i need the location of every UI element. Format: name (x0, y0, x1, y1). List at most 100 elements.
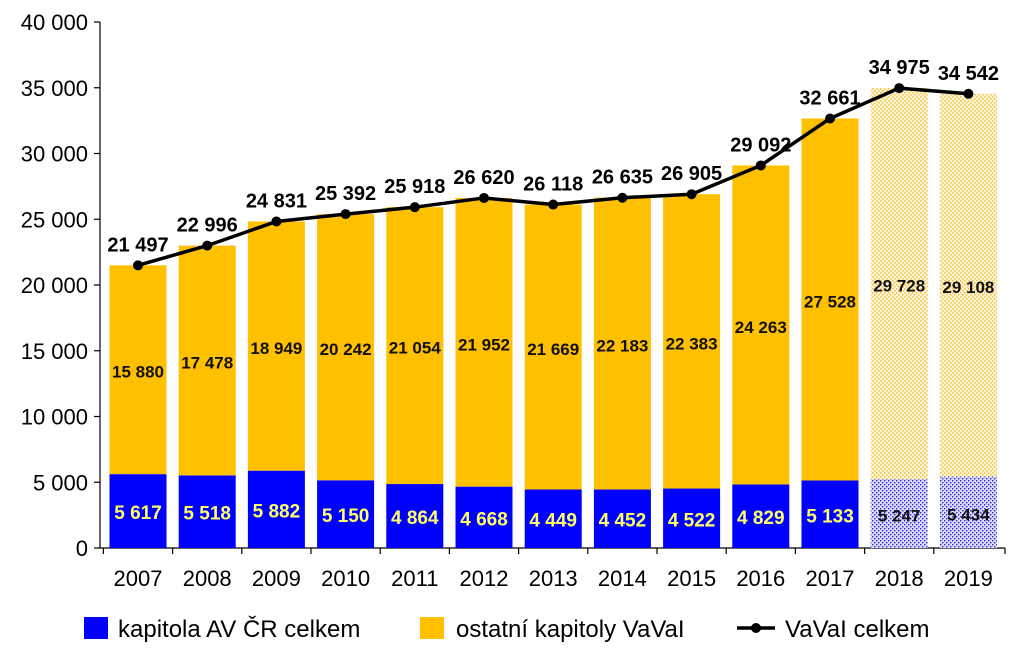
x-tick-label: 2013 (529, 566, 578, 591)
y-tick-label: 5 000 (33, 470, 88, 495)
bar-kapitola-av (386, 484, 444, 548)
x-tick-label: 2010 (321, 566, 370, 591)
label-total: 29 092 (730, 134, 791, 156)
total-point (133, 260, 143, 271)
label-ostatni-kapitoly: 21 054 (389, 339, 442, 358)
label-ostatni-kapitoly: 21 669 (527, 340, 579, 359)
total-point (202, 240, 213, 251)
label-kapitola-av: 5 247 (878, 507, 921, 526)
label-total: 34 542 (938, 63, 999, 85)
label-total: 32 661 (799, 88, 860, 110)
bar-kapitola-av (178, 475, 236, 548)
total-point (617, 192, 628, 203)
total-point (755, 160, 766, 171)
bar-kapitola-av (524, 489, 582, 548)
bar-ostatni-kapitoly (663, 194, 721, 489)
x-tick-label: 2012 (460, 566, 509, 591)
label-kapitola-av: 5 133 (806, 506, 854, 527)
y-tick-label: 30 000 (21, 142, 88, 167)
legend-label-ostatni-kapitoly: ostatní kapitoly VaVaI (456, 616, 685, 643)
x-tick-label: 2009 (252, 566, 301, 591)
bar-ostatni-kapitoly (386, 207, 444, 485)
label-ostatni-kapitoly: 29 728 (873, 277, 925, 296)
bar-kapitola-av (663, 488, 721, 548)
bar-kapitola-av (455, 486, 513, 548)
label-ostatni-kapitoly: 27 528 (804, 293, 856, 312)
bars (109, 88, 997, 548)
x-tick-label: 2014 (598, 566, 647, 591)
legend-swatch-kapitola-av (84, 617, 108, 639)
axes: 0 5 000 10 000 15 000 20 000 25 000 30 000 35 0… (21, 10, 1006, 591)
x-tick-label: 2007 (114, 566, 163, 591)
label-ostatni-kapitoly: 15 880 (112, 363, 164, 382)
label-total: 21 497 (107, 234, 168, 256)
label-ostatni-kapitoly: 20 242 (320, 340, 372, 359)
label-total: 25 918 (384, 176, 445, 198)
bar-kapitola-av (939, 476, 997, 548)
label-total: 26 118 (523, 174, 583, 196)
total-point (894, 83, 905, 94)
label-kapitola-av: 5 434 (947, 505, 990, 524)
legend: kapitola AV ČR celkem ostatní kapitoly Va… (84, 615, 930, 643)
total-point (686, 189, 697, 200)
bar-ostatni-kapitoly (317, 214, 375, 481)
label-ostatni-kapitoly: 22 383 (666, 334, 718, 353)
bar-kapitola-av (732, 484, 790, 548)
bar-ostatni-kapitoly (247, 221, 305, 471)
legend-swatch-ostatni-kapitoly (420, 617, 444, 639)
bar-kapitola-av (870, 479, 928, 548)
label-total: 26 905 (661, 163, 722, 185)
bar-ostatni-kapitoly (593, 197, 651, 490)
label-ostatni-kapitoly: 22 183 (596, 337, 648, 356)
legend-label-vavai: VaVaI celkem (785, 616, 930, 643)
bar-ostatni-kapitoly (178, 245, 236, 476)
bar-ostatni-kapitoly (524, 204, 582, 490)
label-ostatni-kapitoly: 17 478 (181, 354, 233, 373)
total-point (340, 209, 351, 220)
data-labels: 5 617 15 880 5 518 17 478 5 882 18 949 5 150 20… (107, 57, 999, 532)
legend-marker-vavai (751, 623, 761, 633)
x-tick-label: 2017 (806, 566, 855, 591)
label-total: 26 620 (453, 167, 514, 189)
x-tick-label: 2019 (944, 566, 993, 591)
total-point (963, 88, 974, 99)
x-tick-label: 2015 (667, 566, 716, 591)
bar-ostatni-kapitoly (939, 93, 997, 477)
label-kapitola-av: 4 864 (391, 508, 439, 529)
label-total: 25 392 (315, 183, 376, 205)
label-total: 22 996 (177, 215, 238, 237)
label-kapitola-av: 5 617 (114, 503, 162, 524)
label-kapitola-av: 5 150 (322, 506, 370, 527)
bar-kapitola-av (593, 489, 651, 548)
label-total: 34 975 (869, 57, 930, 79)
label-kapitola-av: 4 452 (599, 511, 647, 532)
label-total: 24 831 (246, 190, 307, 212)
bar-kapitola-av (317, 480, 375, 548)
total-point (409, 202, 420, 213)
label-kapitola-av: 5 518 (183, 504, 231, 525)
y-tick-label: 15 000 (21, 339, 88, 364)
label-total: 26 635 (592, 167, 653, 189)
label-kapitola-av: 4 829 (737, 508, 785, 529)
bar-kapitola-av (247, 470, 305, 548)
y-tick-label: 10 000 (21, 405, 88, 430)
total-line (133, 83, 974, 271)
y-tick-label: 35 000 (21, 76, 88, 101)
bar-kapitola-av (801, 480, 859, 548)
bar-kapitola-av (109, 474, 167, 548)
bar-ostatni-kapitoly (455, 197, 513, 487)
total-point (548, 199, 559, 210)
legend-label-kapitola-av: kapitola AV ČR celkem (118, 615, 360, 643)
total-point (825, 113, 835, 124)
y-tick-label: 40 000 (21, 10, 88, 35)
x-tick-label: 2011 (391, 566, 438, 591)
label-kapitola-av: 5 882 (253, 501, 301, 522)
label-ostatni-kapitoly: 21 952 (458, 335, 510, 354)
label-ostatni-kapitoly: 29 108 (942, 278, 994, 297)
label-kapitola-av: 4 449 (529, 511, 577, 532)
label-ostatni-kapitoly: 24 263 (735, 318, 787, 337)
bar-ostatni-kapitoly (109, 265, 167, 475)
y-tick-label: 25 000 (21, 207, 88, 232)
y-tick-label: 20 000 (21, 273, 88, 298)
